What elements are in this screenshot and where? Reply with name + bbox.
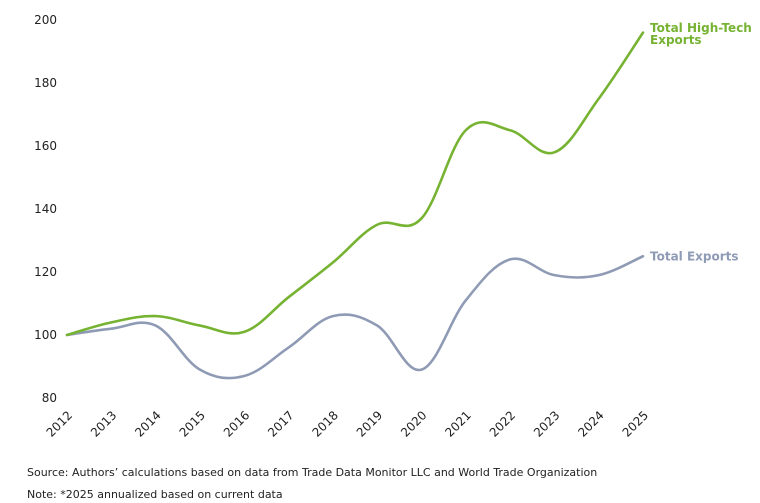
data-point-total-high-tech-exports-2018 xyxy=(331,261,335,265)
data-point-total-high-tech-exports-2012 xyxy=(65,333,69,337)
data-point-total-exports-2015 xyxy=(198,368,202,372)
series-line-total-high-tech-exports xyxy=(65,31,645,337)
data-note: Note: *2025 annualized based on current … xyxy=(27,488,283,501)
x-tick-label-2013: 2013 xyxy=(88,408,119,439)
data-point-total-high-tech-exports-2015 xyxy=(198,324,202,328)
source-note: Source: Authors’ calculations based on d… xyxy=(27,466,598,479)
data-point-total-high-tech-exports-2021 xyxy=(464,128,468,132)
series-lines xyxy=(65,31,645,380)
x-tick-label-2023: 2023 xyxy=(531,408,562,439)
y-tick-label-140: 140 xyxy=(34,202,57,216)
data-point-total-exports-2016 xyxy=(242,374,246,378)
y-tick-label-80: 80 xyxy=(42,391,57,405)
data-point-total-high-tech-exports-2022 xyxy=(508,128,512,132)
y-axis-ticks: 80 100 120 140 160 180 200 xyxy=(34,13,57,405)
x-tick-label-2025: 2025 xyxy=(620,408,651,439)
data-point-total-exports-2021 xyxy=(464,298,468,302)
data-point-total-high-tech-exports-2023 xyxy=(552,150,556,154)
x-tick-label-2022: 2022 xyxy=(487,408,518,439)
data-point-total-high-tech-exports-2025 xyxy=(641,31,645,35)
x-tick-label-2012: 2012 xyxy=(44,408,75,439)
data-point-total-exports-2013 xyxy=(109,327,113,331)
x-tick-label-2021: 2021 xyxy=(442,408,473,439)
data-point-total-high-tech-exports-2017 xyxy=(287,295,291,299)
data-point-total-high-tech-exports-2020 xyxy=(419,216,423,220)
series-label-total-high-tech-exports-line-1: Total High-Tech xyxy=(650,21,752,35)
x-axis-ticks: 2012 2013 2014 2015 2016 2017 2018 2019 2020 2021… xyxy=(44,408,651,439)
y-tick-label-160: 160 xyxy=(34,139,57,153)
x-tick-label-2017: 2017 xyxy=(265,408,296,439)
data-point-total-high-tech-exports-2014 xyxy=(154,314,158,318)
x-tick-label-2018: 2018 xyxy=(309,408,340,439)
data-point-total-exports-2018 xyxy=(331,314,335,318)
data-point-total-exports-2017 xyxy=(287,346,291,350)
x-tick-label-2020: 2020 xyxy=(398,408,429,439)
data-point-total-high-tech-exports-2019 xyxy=(375,223,379,227)
series-label-total-high-tech-exports-line-2: Exports xyxy=(650,33,702,47)
data-point-total-high-tech-exports-2024 xyxy=(597,97,601,101)
data-point-total-exports-2024 xyxy=(597,273,601,277)
data-point-total-high-tech-exports-2016 xyxy=(242,330,246,334)
x-tick-label-2016: 2016 xyxy=(221,408,252,439)
x-tick-label-2014: 2014 xyxy=(132,408,163,439)
x-tick-label-2024: 2024 xyxy=(575,408,606,439)
data-point-total-exports-2019 xyxy=(375,324,379,328)
data-point-total-exports-2020 xyxy=(419,368,423,372)
y-tick-label-180: 180 xyxy=(34,76,57,90)
data-point-total-high-tech-exports-2013 xyxy=(109,320,113,324)
data-point-total-exports-2014 xyxy=(154,324,158,328)
data-point-total-exports-2023 xyxy=(552,273,556,277)
series-label-total-exports: Total Exports xyxy=(650,249,739,263)
x-tick-label-2015: 2015 xyxy=(177,408,208,439)
y-tick-label-200: 200 xyxy=(34,13,57,27)
x-tick-label-2019: 2019 xyxy=(354,408,385,439)
data-point-total-exports-2025 xyxy=(641,254,645,258)
data-point-total-exports-2022 xyxy=(508,257,512,261)
series-line-total-exports xyxy=(65,254,645,380)
y-tick-label-100: 100 xyxy=(34,328,57,342)
y-tick-label-120: 120 xyxy=(34,265,57,279)
